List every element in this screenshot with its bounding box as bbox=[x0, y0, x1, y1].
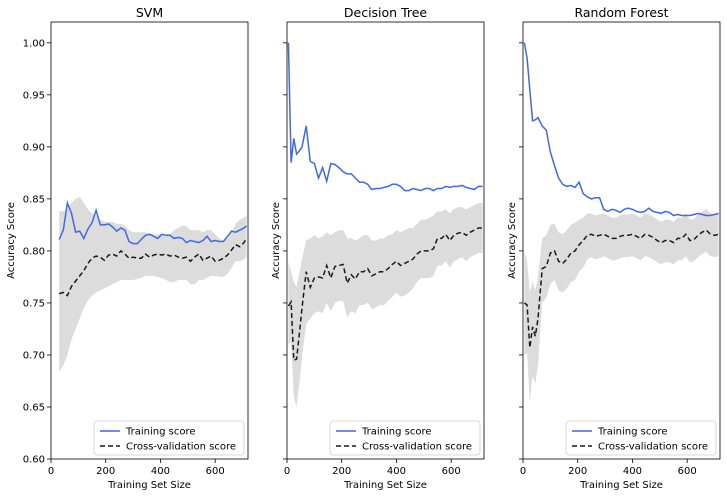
x-tick-label: 200 bbox=[568, 466, 587, 477]
cross-validation-score-line bbox=[523, 229, 719, 348]
axes-frame bbox=[522, 21, 721, 460]
legend-label: Cross-validation score bbox=[362, 442, 472, 453]
subplot-random-forest: 0 200 400 600 Random Forest Training Set Size… bbox=[507, 5, 721, 491]
x-axis-label: Training Set Size bbox=[343, 480, 427, 491]
y-tick-label: 0.80 bbox=[23, 246, 45, 257]
y-tick-label: 0.75 bbox=[23, 298, 45, 309]
y-tick-label: 0.60 bbox=[23, 455, 45, 466]
y-tick-label: 0.70 bbox=[23, 350, 45, 361]
legend: Training score Cross-validation score bbox=[93, 420, 245, 456]
x-tick-label: 600 bbox=[678, 466, 697, 477]
y-tick-label: 1.00 bbox=[23, 38, 45, 49]
legend-box bbox=[565, 420, 717, 456]
cross-validation-score-line bbox=[287, 227, 483, 362]
y-axis-label: Accuracy Score bbox=[6, 202, 17, 279]
subplot-decision-tree: 0 200 400 600 Decision Tree Training Set Size… bbox=[271, 5, 485, 491]
subplot-title: Decision Tree bbox=[344, 5, 428, 20]
cross-validation-score-line bbox=[59, 237, 248, 297]
x-tick-label: 200 bbox=[96, 466, 115, 477]
x-tick-label: 0 bbox=[48, 466, 54, 477]
x-axis-label: Training Set Size bbox=[579, 480, 663, 491]
legend-label: Training score bbox=[125, 427, 196, 438]
legend-label: Training score bbox=[361, 427, 432, 438]
x-tick-label: 600 bbox=[206, 466, 225, 477]
y-tick-label: 0.85 bbox=[23, 194, 45, 205]
legend-label: Cross-validation score bbox=[126, 442, 236, 453]
y-axis-label: Accuracy Score bbox=[271, 202, 282, 279]
x-tick-label: 400 bbox=[623, 466, 642, 477]
subplot-title: SVM bbox=[136, 5, 163, 20]
subplot-svm: 0 200 400 600 0.60 0.65 0.70 0.75 0.80 0.85 0.90 0.… bbox=[6, 5, 249, 491]
y-tick-label: 0.65 bbox=[23, 402, 45, 413]
legend-label: Cross-validation score bbox=[598, 442, 708, 453]
x-axis-label: Training Set Size bbox=[107, 480, 191, 491]
training-score-line bbox=[287, 42, 483, 192]
x-tick-label: 400 bbox=[387, 466, 406, 477]
x-tick-label: 200 bbox=[332, 466, 351, 477]
cv-std-band bbox=[524, 209, 719, 402]
cv-std-band bbox=[59, 196, 247, 372]
legend: Training score Cross-validation score bbox=[329, 420, 481, 456]
y-axis-label: Accuracy Score bbox=[507, 202, 518, 279]
y-tick-label: 0.95 bbox=[23, 90, 45, 101]
legend: Training score Cross-validation score bbox=[565, 420, 717, 456]
x-tick-label: 0 bbox=[284, 466, 290, 477]
y-tick-label: 0.90 bbox=[23, 142, 45, 153]
cv-std-band bbox=[288, 203, 483, 407]
axes-frame bbox=[286, 21, 485, 460]
axes-frame bbox=[50, 21, 249, 460]
legend-label: Training score bbox=[597, 427, 668, 438]
x-tick-label: 600 bbox=[442, 466, 461, 477]
legend-box bbox=[93, 420, 245, 456]
legend-box bbox=[329, 420, 481, 456]
training-score-line bbox=[523, 42, 719, 217]
subplot-title: Random Forest bbox=[574, 5, 668, 20]
training-score-line bbox=[58, 200, 248, 245]
x-tick-label: 0 bbox=[520, 466, 526, 477]
x-tick-label: 400 bbox=[151, 466, 170, 477]
